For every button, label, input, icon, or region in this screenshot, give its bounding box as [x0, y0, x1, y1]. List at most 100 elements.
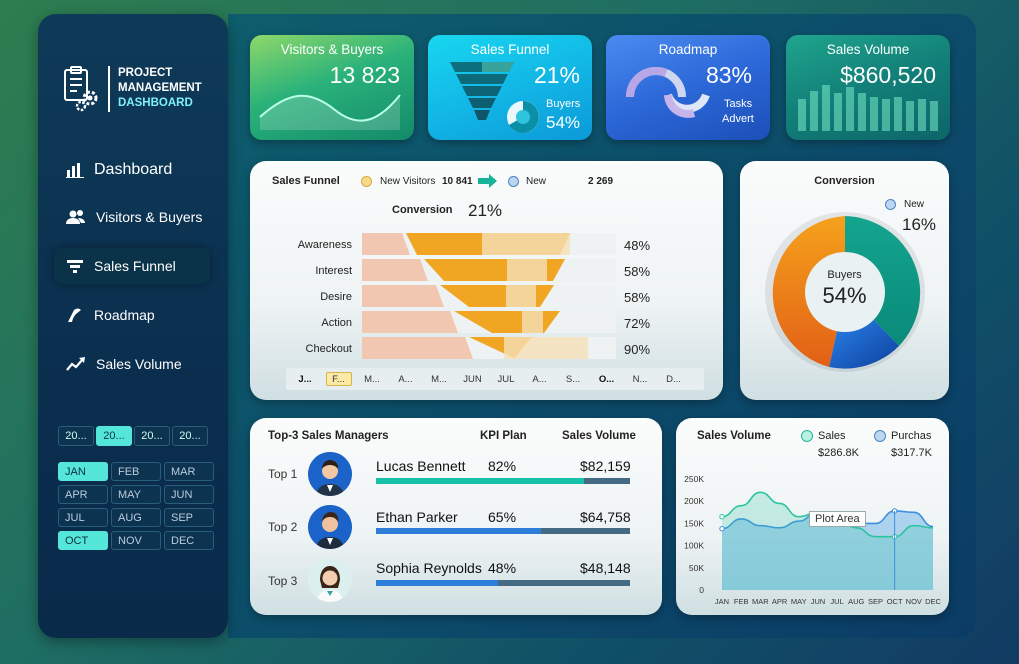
month-button[interactable]: N... [632, 373, 648, 385]
nav-label: Roadmap [94, 307, 155, 323]
funnel-left-fill [362, 285, 444, 307]
rank: Top 3 [268, 574, 298, 588]
month-button[interactable]: J... [298, 373, 312, 385]
month-button[interactable]: OCT [58, 531, 108, 550]
kpi-value: $860,520 [840, 62, 936, 88]
conversion-value: 21% [468, 201, 503, 220]
month-button[interactable]: M... [431, 373, 447, 385]
funnel-stage-rest [504, 337, 588, 359]
card-title: Conversion [814, 175, 875, 187]
chart-tooltip: Plot Area [809, 511, 866, 527]
month-button[interactable]: JAN [58, 462, 108, 481]
rank: Top 2 [268, 520, 298, 534]
funnel-stage-rest [482, 233, 570, 255]
month-button[interactable]: JUL [497, 373, 515, 385]
sales-value: $48,148 [580, 560, 631, 576]
purchases-total: $317.7K [891, 447, 932, 459]
funnel-stage-rest [507, 259, 547, 281]
month-button[interactable]: S... [565, 373, 581, 385]
new-pct: 16% [902, 215, 937, 234]
card-title: Top-3 Sales Managers [268, 430, 389, 442]
kpi-sub-label: Buyers [546, 98, 581, 110]
funnel-left-fill [362, 259, 428, 281]
month-button[interactable]: MAY [111, 485, 161, 504]
month-button[interactable]: M... [364, 373, 380, 385]
month-button[interactable]: NOV [111, 531, 161, 550]
avatar [308, 558, 352, 602]
stage-label: Interest [315, 265, 352, 277]
legend-purchases: Purchas [891, 430, 932, 442]
nav-sales-volume[interactable]: Sales Volume [54, 346, 210, 382]
mini-bar-chart [798, 85, 938, 131]
kpi-pct: 48% [488, 560, 517, 576]
center-label: Buyers [827, 269, 862, 281]
nav-dashboard[interactable]: Dashboard [54, 152, 210, 188]
month-button[interactable]: MAR [164, 462, 214, 481]
funnel-icon [67, 260, 83, 273]
year-button[interactable]: 20... [172, 426, 208, 446]
month-slicer [286, 368, 704, 390]
month-button[interactable]: F... [325, 372, 352, 386]
clipboard-gear-icon [64, 66, 98, 112]
logo-line-3: DASHBOARD [118, 97, 193, 109]
y-tick-label: 250K [684, 474, 704, 484]
y-tick-label: 0 [699, 585, 704, 595]
sales-funnel-card: Sales Funnel New Visitors 10 841 New 2 2… [250, 161, 723, 400]
month-button[interactable]: APR [58, 485, 108, 504]
x-tick-label: JAN [715, 597, 729, 606]
stage-pct: 72% [624, 316, 651, 331]
nav-roadmap[interactable]: Roadmap [54, 297, 210, 333]
area-chart: 250K 200K 150K 100K 50K 0 JAN FEB MAR APR MAY JUN JU… [684, 474, 941, 606]
month-button[interactable]: SEP [164, 508, 214, 527]
kpi-sub-1: Tasks [724, 98, 753, 110]
nav-label: Sales Volume [96, 356, 182, 372]
nav-sales-funnel[interactable]: Sales Funnel [54, 248, 210, 284]
nav-label: Sales Funnel [94, 258, 176, 274]
month-button[interactable]: DEC [164, 531, 214, 550]
donut-chart [765, 212, 925, 372]
month-button[interactable]: AUG [111, 508, 161, 527]
kpi-sales-volume[interactable]: Sales Volume $860,520 [786, 35, 950, 140]
legend-dot-new [508, 176, 519, 187]
stage-pct: 90% [624, 342, 651, 357]
kpi-value: 21% [533, 62, 580, 88]
y-tick-label: 50K [689, 563, 704, 573]
year-button[interactable]: 20... [96, 426, 132, 446]
x-tick-label: AUG [848, 597, 864, 606]
kpi-title: Sales Funnel [470, 42, 550, 57]
month-button[interactable]: JUN [164, 485, 214, 504]
kpi-visitors-buyers[interactable]: Visitors & Buyers 13 823 [250, 35, 414, 140]
kpi-sales-funnel[interactable]: Sales Funnel 21% Buyers 54% [428, 35, 592, 140]
managers-card: Top-3 Sales Managers KPI Plan Sales Volu… [250, 418, 662, 615]
year-button[interactable]: 20... [58, 426, 94, 446]
manager-row[interactable]: Top 2 Ethan Parker 65% $64,758 [250, 502, 662, 554]
legend-visitors: New Visitors [380, 176, 436, 187]
nav-visitors-buyers[interactable]: Visitors & Buyers [54, 199, 210, 235]
logo-line-1: PROJECT [118, 67, 173, 79]
manager-row[interactable]: Top 1 Lucas Bennett 82% $82,159 [250, 450, 662, 502]
road-icon [68, 308, 81, 322]
month-button[interactable]: JUL [58, 508, 108, 527]
bar-chart-icon [66, 163, 84, 178]
kpi-roadmap[interactable]: Roadmap 83% Tasks Advert [606, 35, 770, 140]
sales-value: $82,159 [580, 458, 631, 474]
kpi-sub-2: Advert [722, 113, 754, 125]
stage-label: Checkout [305, 343, 352, 355]
kpi-title: Sales Volume [826, 42, 910, 57]
month-button[interactable]: O... [598, 373, 615, 385]
new-value: 2 269 [588, 176, 614, 187]
month-button[interactable]: FEB [111, 462, 161, 481]
stage-pct: 58% [624, 290, 651, 305]
conversion-label: Conversion [392, 204, 453, 216]
legend-dot-visitors [361, 176, 372, 187]
month-button[interactable]: JUN [463, 373, 482, 385]
month-button[interactable]: A... [398, 373, 413, 385]
logo: PROJECT MANAGEMENT DASHBOARD [62, 64, 212, 116]
center-value: 54% [822, 283, 867, 308]
year-button[interactable]: 20... [134, 426, 170, 446]
funnel-stage-rest [506, 285, 536, 307]
month-button[interactable]: A... [532, 373, 547, 385]
month-button[interactable]: D... [666, 373, 681, 385]
data-point [719, 514, 725, 520]
manager-row[interactable]: Top 3 Sophia Reynolds 48% $48,148 [250, 554, 662, 606]
